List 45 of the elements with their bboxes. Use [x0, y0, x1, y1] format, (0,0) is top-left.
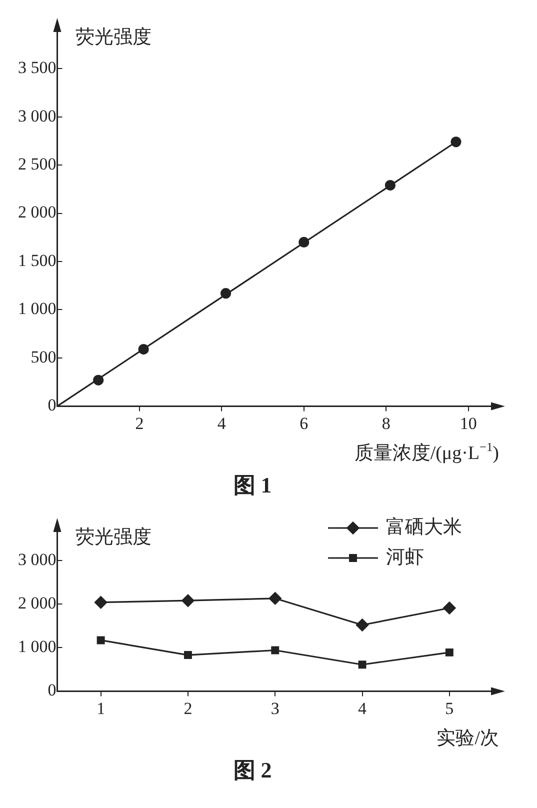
point [443, 602, 456, 614]
point [93, 374, 104, 386]
x-tick-label: 4 [217, 414, 226, 433]
point [271, 646, 280, 654]
x-tick-label: 8 [382, 414, 390, 433]
point [450, 136, 462, 148]
point [184, 651, 192, 660]
point [138, 344, 149, 355]
point [268, 592, 282, 605]
point [220, 288, 232, 299]
point [182, 594, 194, 607]
y-axis-title: 荧光强度 [75, 526, 152, 548]
y-tick-label: 500 [30, 347, 56, 366]
text: 图 2 [233, 757, 272, 782]
y-tick-label: 3 500 [18, 58, 56, 78]
y-tick-label: 1 500 [18, 250, 56, 270]
y-tick-label: 1 000 [18, 299, 56, 318]
y-tick-label: 1 000 [18, 637, 56, 656]
legend-label: 富硒大米 [386, 516, 462, 538]
point [298, 236, 310, 248]
y-tick-label: 2 000 [18, 202, 56, 222]
point [356, 618, 369, 632]
x-tick-label: 2 [135, 414, 144, 433]
legend-label: 河虾 [386, 546, 424, 568]
point [96, 636, 105, 644]
point [94, 596, 108, 609]
x-tick-label: 5 [445, 698, 454, 718]
x-tick-label: 3 [270, 698, 280, 718]
y-tick-label: 3 000 [18, 106, 56, 126]
x-tick-label: 10 [460, 414, 477, 433]
x-tick-label: 1 [96, 698, 106, 718]
point [384, 180, 396, 191]
x-tick-label: 4 [358, 698, 368, 718]
y-tick-label: 3 000 [18, 550, 56, 569]
y-tick-label: 2 000 [18, 594, 56, 613]
point [445, 648, 454, 656]
y-axis-title: 荧光强度 [75, 26, 152, 48]
y-tick-label: 0 [48, 396, 56, 415]
y-tick-label: 2 500 [18, 154, 56, 174]
x-axis-title: 实验/次 [436, 727, 499, 750]
point [358, 660, 366, 669]
y-tick-label: 0 [48, 680, 56, 700]
text: 图 1 [233, 472, 272, 498]
x-tick-label: 6 [300, 414, 308, 433]
x-tick-label: 2 [184, 698, 192, 718]
